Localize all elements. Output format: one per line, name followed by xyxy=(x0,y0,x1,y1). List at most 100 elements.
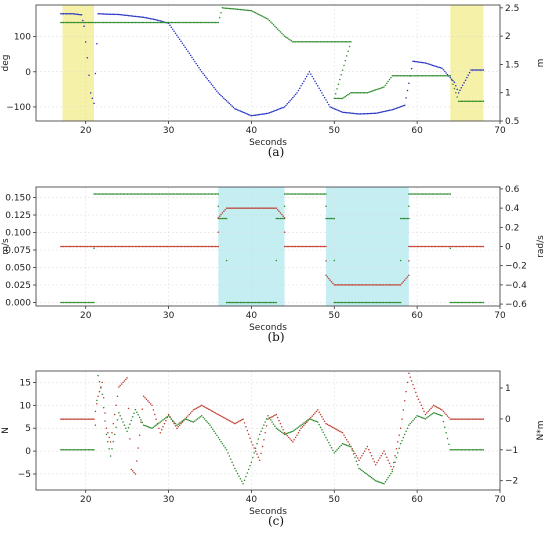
data-point-right xyxy=(205,21,207,24)
data-point-left xyxy=(343,301,345,304)
data-point-left xyxy=(228,419,231,422)
data-point-right xyxy=(238,207,240,209)
data-point-left xyxy=(408,372,410,375)
data-point-left xyxy=(185,193,187,195)
x-tick-label: 70 xyxy=(494,311,506,321)
data-point-left xyxy=(184,193,186,195)
data-point-right xyxy=(352,91,355,94)
data-point-left xyxy=(206,193,208,195)
data-point-right xyxy=(193,245,196,248)
data-point-right xyxy=(372,477,374,480)
data-point-left xyxy=(149,403,152,405)
data-point-right xyxy=(322,245,324,248)
data-point-right xyxy=(289,245,291,248)
data-point-right xyxy=(292,245,294,248)
data-point-right xyxy=(274,425,276,427)
data-point-right xyxy=(303,422,305,424)
data-point-right xyxy=(446,245,448,248)
data-point-left xyxy=(89,301,91,304)
data-point-right xyxy=(423,245,426,248)
data-point-left xyxy=(151,193,154,195)
data-point-left xyxy=(86,56,89,59)
data-point-right xyxy=(439,245,441,248)
data-point-left xyxy=(246,113,249,115)
data-point-right xyxy=(69,21,72,24)
data-point-right xyxy=(366,91,369,94)
data-point-left xyxy=(60,301,62,304)
data-point-right xyxy=(385,284,388,286)
data-point-right xyxy=(406,427,409,429)
data-point-left xyxy=(130,468,133,471)
data-point-right xyxy=(322,431,324,434)
data-point-right xyxy=(263,424,265,426)
data-point-left xyxy=(232,422,235,424)
data-point-right xyxy=(478,100,481,102)
data-point-left xyxy=(397,106,399,109)
y-tick-label-right: 0.6 xyxy=(505,185,520,195)
data-point-right xyxy=(203,245,205,248)
data-point-left xyxy=(200,71,203,73)
data-point-left xyxy=(463,81,465,84)
data-point-right xyxy=(344,59,347,62)
data-point-left xyxy=(316,85,319,87)
data-point-right xyxy=(137,245,139,248)
data-point-right xyxy=(95,245,97,248)
data-point-right xyxy=(359,468,362,471)
data-point-right xyxy=(166,21,168,24)
data-point-left xyxy=(479,301,482,304)
data-point-left xyxy=(181,421,184,423)
y-tick-label-right: 1 xyxy=(505,384,511,394)
data-point-left xyxy=(236,421,239,423)
data-point-left xyxy=(477,69,479,71)
data-point-right xyxy=(384,481,387,483)
data-point-left xyxy=(405,390,407,393)
data-point-right xyxy=(167,415,170,417)
data-point-right xyxy=(310,41,312,43)
data-point-right xyxy=(111,21,113,24)
data-point-left xyxy=(406,381,409,384)
data-point-left xyxy=(395,448,398,450)
data-point-right xyxy=(344,284,347,286)
data-point-right xyxy=(339,41,341,43)
data-point-left xyxy=(228,102,231,105)
data-point-right xyxy=(75,449,77,451)
data-point-right xyxy=(464,449,467,451)
data-point-left xyxy=(442,193,445,195)
data-point-left xyxy=(290,193,293,195)
data-point-right xyxy=(368,91,370,93)
data-point-left xyxy=(137,447,139,449)
data-point-right xyxy=(409,245,412,248)
data-point-right xyxy=(152,21,155,24)
data-point-left xyxy=(405,97,407,99)
data-point-right xyxy=(103,245,106,248)
data-point-right xyxy=(467,449,469,451)
data-point-right xyxy=(281,32,283,35)
data-point-right xyxy=(205,419,207,422)
data-point-right xyxy=(130,419,133,422)
data-point-right xyxy=(307,245,309,248)
data-point-right xyxy=(321,41,323,43)
data-point-left xyxy=(136,193,139,195)
data-point-left xyxy=(294,436,297,439)
data-point-left xyxy=(89,418,91,420)
data-point-right xyxy=(202,245,204,248)
data-point-right xyxy=(165,417,167,419)
data-point-right xyxy=(173,245,176,248)
data-point-left xyxy=(122,14,124,16)
data-point-right xyxy=(294,41,297,43)
data-point-left xyxy=(268,111,271,114)
data-point-left xyxy=(247,433,250,436)
data-point-left xyxy=(408,82,410,84)
data-point-right xyxy=(326,276,329,278)
data-point-left xyxy=(299,193,301,195)
data-point-left xyxy=(403,104,406,106)
data-point-right xyxy=(227,452,229,454)
data-point-right xyxy=(326,41,329,43)
data-point-right xyxy=(108,21,110,24)
data-point-right xyxy=(82,245,85,248)
data-point-left xyxy=(197,193,200,195)
data-point-right xyxy=(64,21,66,24)
data-point-right xyxy=(220,440,222,443)
data-point-left xyxy=(254,450,257,452)
data-point-left xyxy=(412,60,414,62)
